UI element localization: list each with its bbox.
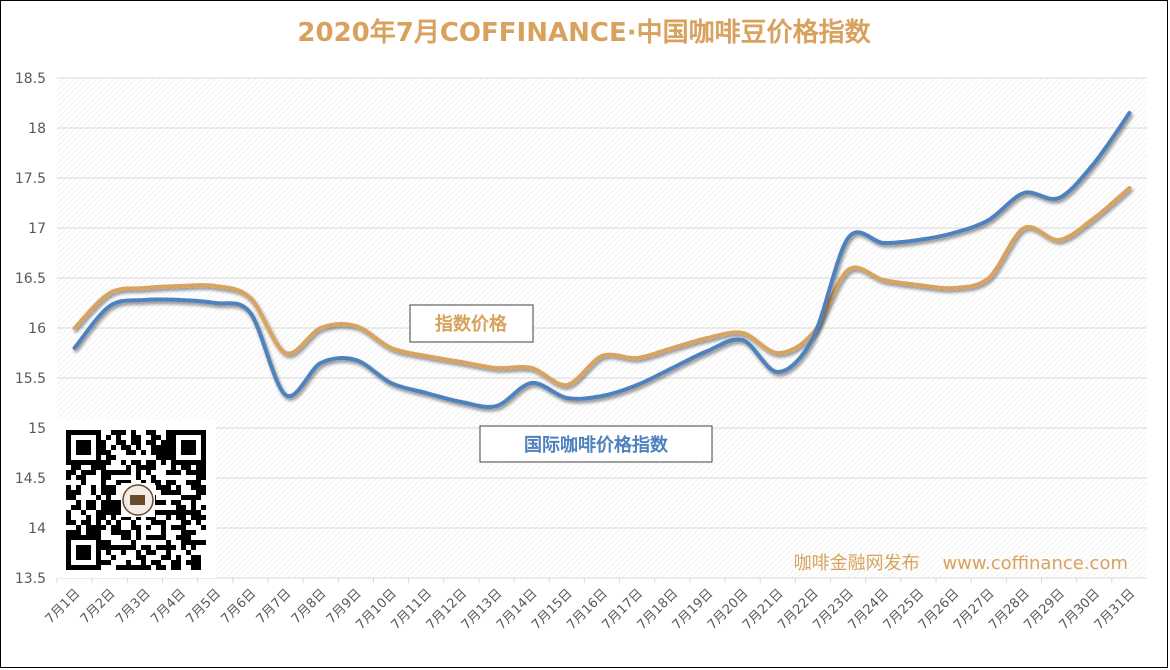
x-tick-label: 7月6日 <box>219 586 260 627</box>
y-tick-label: 13.5 <box>15 571 46 587</box>
y-tick-label: 18.5 <box>15 71 46 87</box>
y-axis-ticks: 13.5 14 14.5 15 15.5 16 16.5 17 17.5 18 18.5 <box>15 71 46 587</box>
qr-code-image <box>56 420 216 578</box>
x-tick-label: 7月2日 <box>78 586 119 627</box>
series-line-intl-coffee-index <box>72 111 1132 409</box>
x-tick-label: 7月1日 <box>43 586 84 627</box>
watermark: 咖啡金融网发布 www.coffinance.com <box>794 553 1128 574</box>
y-tick-label: 16.5 <box>15 271 46 287</box>
series2-label-box: 国际咖啡价格指数 <box>479 425 713 463</box>
y-tick-label: 14 <box>28 521 46 537</box>
gridlines <box>57 77 1147 579</box>
y-tick-label: 15.5 <box>15 371 46 387</box>
x-tick-label: 7月4日 <box>148 586 189 627</box>
series1-label: 指数价格 <box>435 313 508 335</box>
y-tick-label: 17 <box>28 221 46 237</box>
x-tick-label: 7月7日 <box>254 586 295 627</box>
y-tick-label: 18 <box>28 121 46 137</box>
series1-label-box: 指数价格 <box>409 304 534 343</box>
y-tick-label: 16 <box>28 321 46 337</box>
series-line-index-price <box>72 186 1132 388</box>
y-tick-label: 14.5 <box>15 471 46 487</box>
series-lines <box>72 111 1132 409</box>
y-tick-label: 15 <box>28 421 46 437</box>
x-tick-label: 7月5日 <box>183 586 224 627</box>
chart-title: 2020年7月COFFINANCE·中国咖啡豆价格指数 <box>297 17 871 48</box>
x-tick-label: 7月8日 <box>289 586 330 627</box>
series2-label: 国际咖啡价格指数 <box>524 434 669 456</box>
x-axis-ticks: 7月1日7月2日7月3日7月4日7月5日7月6日7月7日7月8日7月9日7月10… <box>43 578 1138 633</box>
y-tick-label: 17.5 <box>15 171 46 187</box>
x-tick-label: 7月3日 <box>113 586 154 627</box>
